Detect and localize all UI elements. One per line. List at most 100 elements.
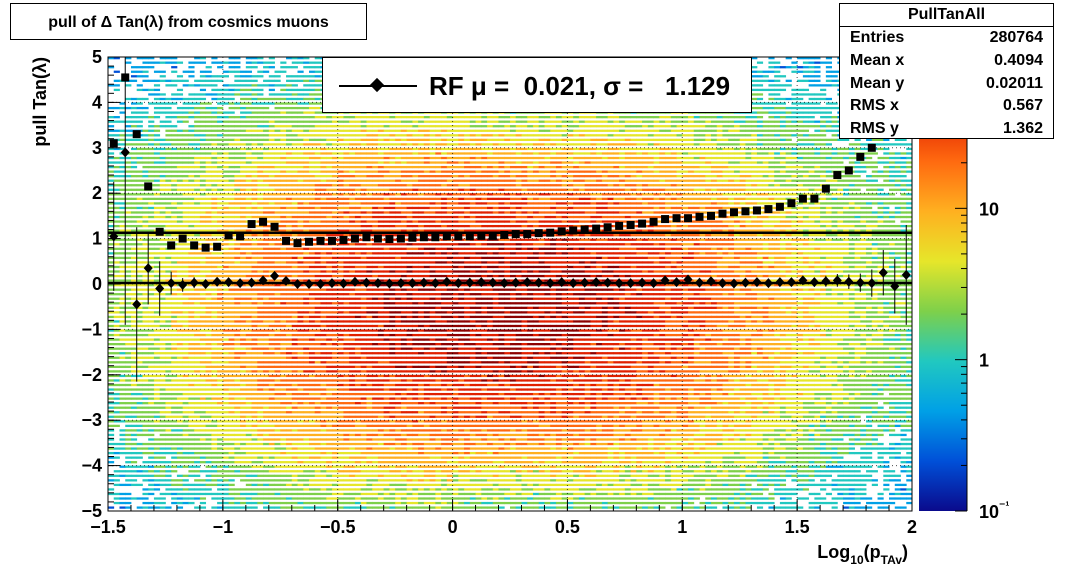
- heatmap-cell: [217, 406, 224, 409]
- heatmap-cell: [171, 93, 178, 96]
- heatmap-cell: [268, 57, 275, 60]
- heatmap-cell: [280, 397, 287, 400]
- heatmap-cell: [297, 365, 304, 368]
- heatmap-cell: [217, 370, 224, 373]
- heatmap-cell: [108, 197, 115, 201]
- heatmap-cell: [372, 456, 379, 459]
- heatmap-cell: [263, 238, 270, 241]
- heatmap-cell: [217, 116, 224, 119]
- heatmap-cell: [286, 138, 293, 141]
- heatmap-cell: [395, 179, 402, 182]
- heatmap-cell: [268, 415, 275, 418]
- heatmap-cell: [286, 311, 293, 314]
- heatmap-cell: [108, 152, 115, 155]
- heatmap-cell: [291, 306, 298, 309]
- heatmap-cell: [240, 202, 247, 205]
- heatmap-cell: [228, 302, 235, 305]
- heatmap-cell: [389, 420, 396, 423]
- heatmap-cell: [354, 147, 362, 151]
- heatmap-cell: [320, 406, 327, 409]
- heatmap-cell: [251, 483, 258, 487]
- heatmap-cell: [291, 338, 298, 341]
- heatmap-cell: [119, 361, 126, 364]
- heatmap-cell: [245, 438, 252, 441]
- heatmap-cell: [314, 470, 321, 473]
- heatmap-cell: [142, 197, 149, 201]
- heatmap-cell: [136, 175, 143, 178]
- heatmap-cell: [182, 274, 189, 278]
- heatmap-cell: [337, 392, 344, 396]
- heatmap-cell: [251, 129, 258, 132]
- heatmap-cell: [309, 506, 316, 509]
- heatmap-cell: [331, 474, 339, 477]
- heatmap-cell: [228, 220, 235, 223]
- heatmap-cell: [182, 465, 189, 468]
- heatmap-cell: [130, 165, 138, 169]
- heatmap-cell: [171, 397, 178, 400]
- heatmap-cell: [211, 152, 218, 155]
- heatmap-cell: [222, 229, 229, 232]
- heatmap-cell: [228, 506, 235, 509]
- heatmap-cell: [205, 438, 212, 441]
- heatmap-cell: [309, 202, 316, 205]
- heatmap-cell: [240, 315, 247, 319]
- heatmap-cell: [142, 442, 149, 446]
- heatmap-cell: [165, 320, 172, 323]
- heatmap-cell: [136, 383, 143, 387]
- heatmap-cell: [377, 347, 385, 350]
- heatmap-cell: [194, 402, 201, 405]
- heatmap-cell: [383, 488, 390, 491]
- heatmap-cell: [297, 411, 304, 414]
- heatmap-cell: [119, 352, 126, 355]
- heatmap-cell: [349, 365, 356, 368]
- heatmap-cell: [280, 424, 287, 428]
- heatmap-cell: [182, 429, 189, 432]
- heatmap-cell: [240, 333, 247, 337]
- heatmap-cell: [337, 116, 344, 119]
- heatmap-cell: [171, 261, 178, 264]
- heatmap-cell: [360, 270, 367, 273]
- heatmap-cell: [108, 57, 115, 60]
- heatmap-cell: [148, 143, 155, 146]
- heatmap-cell: [377, 388, 385, 391]
- heatmap-cell: [349, 424, 356, 428]
- heatmap-cell: [257, 356, 264, 359]
- heatmap-cell: [326, 147, 333, 151]
- heatmap-cell: [148, 102, 155, 105]
- heatmap-cell: [280, 456, 287, 459]
- heatmap-cell: [199, 333, 207, 337]
- heatmap-cell: [314, 488, 321, 491]
- heatmap-cell: [176, 479, 184, 482]
- heatmap-cell: [217, 388, 224, 391]
- heatmap-cell: [234, 315, 241, 319]
- heatmap-cell: [389, 215, 396, 219]
- heatmap-cell: [188, 429, 195, 432]
- heatmap-cell: [360, 447, 367, 450]
- heatmap-cell: [199, 156, 207, 160]
- heatmap-cell: [142, 374, 149, 378]
- heatmap-cell: [309, 70, 316, 73]
- heatmap-cell: [257, 57, 264, 60]
- heatmap-cell: [130, 379, 138, 382]
- heatmap-cell: [217, 129, 224, 132]
- heatmap-cell: [257, 406, 264, 409]
- heatmap-cell: [240, 120, 247, 123]
- heatmap-cell: [194, 106, 201, 110]
- heatmap-cell: [211, 293, 218, 296]
- heatmap-cell: [268, 161, 275, 164]
- heatmap-cell: [182, 152, 189, 155]
- heatmap-cell: [309, 415, 316, 418]
- heatmap-cell: [222, 197, 229, 201]
- heatmap-cell: [326, 197, 333, 201]
- heatmap-cell: [303, 161, 310, 164]
- heatmap-cell: [159, 461, 166, 464]
- heatmap-cell: [303, 188, 310, 191]
- heatmap-cell: [349, 479, 356, 482]
- heatmap-cell: [383, 270, 390, 273]
- heatmap-cell: [257, 88, 264, 92]
- heatmap-cell: [176, 483, 184, 487]
- heatmap-cell: [182, 197, 189, 201]
- heatmap-cell: [130, 79, 138, 82]
- heatmap-cell: [297, 352, 304, 355]
